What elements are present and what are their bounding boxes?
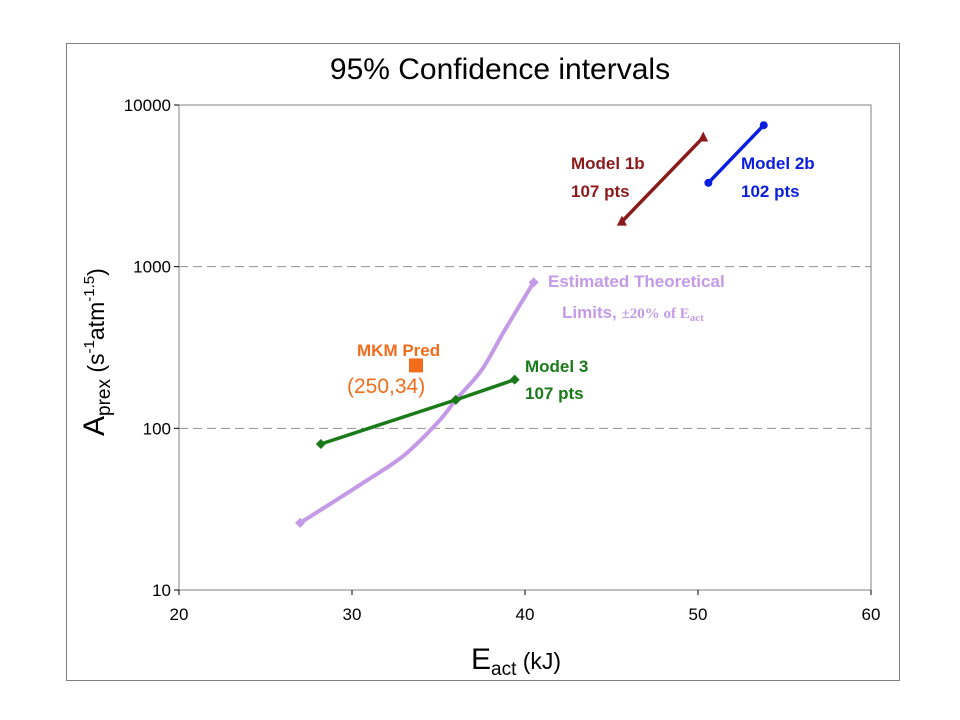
y-axis-label-main: A: [78, 416, 111, 436]
y-axis-label-mid: atm: [83, 302, 109, 340]
annotation-model-3: Model 3 107 pts: [525, 357, 588, 403]
x-tick-label-40: 40: [516, 605, 535, 624]
x-axis-label-sub: act: [491, 659, 517, 680]
annotation-model-3-line2: 107 pts: [525, 384, 584, 403]
series-line-estimated-theoretical-limits: [298, 280, 536, 525]
data-point-model-3-0: [315, 439, 326, 450]
series-model-3: [315, 374, 520, 450]
data-point-model-2b-1: [759, 121, 768, 130]
annotation-model-1b-line1: Model 1b: [571, 154, 645, 173]
annotation-model-1b-line2: 107 pts: [571, 182, 630, 201]
annotation-theory-line1: Estimated Theoretical: [548, 272, 725, 291]
annotation-model-2b-line2: 102 pts: [741, 182, 800, 201]
annotation-theory-limits: Limits,: [562, 303, 622, 322]
y-axis-label: Aprex (s-1atm-1.5): [78, 268, 115, 436]
series-layer: [295, 121, 768, 528]
annotation-model-1b: Model 1b 107 pts: [571, 154, 645, 201]
x-axis-label-unit: (kJ): [516, 648, 561, 674]
x-axis-label: Eact (kJ): [471, 643, 561, 680]
y-axis-label-close: ): [83, 268, 109, 276]
annotation-theory-line2: Limits, ±20% of Eact: [562, 303, 704, 324]
chart-title: 95% Confidence intervals: [330, 53, 670, 86]
series-model-1b: [616, 131, 709, 226]
data-point-estimated-theoretical-limits-0: [295, 517, 306, 528]
axis-ticks: 10 100 1000 10000 20 30 40 50 60: [124, 96, 881, 624]
annotation-mkm-line1: MKM Pred: [357, 341, 440, 360]
data-point-model-2b-0: [704, 178, 713, 187]
annotation-theory-pct: ±20% of E: [622, 306, 690, 322]
data-point-estimated-theoretical-limits-7: [528, 277, 539, 288]
x-tick-label-20: 20: [170, 605, 189, 624]
annotation-model-3-line1: Model 3: [525, 357, 588, 376]
x-tick-label-60: 60: [862, 605, 881, 624]
series-line-model-1b: [620, 136, 705, 223]
annotation-model-2b: Model 2b 102 pts: [741, 154, 815, 201]
data-point-model-3-1: [450, 394, 461, 405]
y-axis-label-sup1: -1: [81, 340, 98, 353]
data-point-model-1b-0: [616, 215, 627, 226]
series-line-model-2b: [707, 123, 766, 185]
data-point-mkm-pred: [409, 358, 424, 373]
x-tick-label-50: 50: [689, 605, 708, 624]
plot-area: [178, 104, 872, 591]
annotation-theory-sub: act: [690, 312, 704, 324]
y-tick-label-10: 10: [152, 581, 171, 600]
data-point-model-3-2: [509, 374, 520, 385]
x-axis-label-main: E: [471, 643, 491, 676]
y-axis-label-open: (s: [83, 353, 109, 379]
x-tick-label-30: 30: [343, 605, 362, 624]
annotation-model-2b-line1: Model 2b: [741, 154, 815, 173]
grid-lines: [179, 266, 871, 429]
y-tick-label-100: 100: [143, 419, 171, 438]
annotation-mkm: MKM Pred (250,34): [347, 341, 440, 398]
y-tick-label-1000: 1000: [133, 258, 171, 277]
annotation-theory: Estimated Theoretical Limits, ±20% of Ea…: [548, 272, 725, 324]
y-axis-label-sub: prex: [94, 379, 115, 416]
series-model-2b: [704, 121, 768, 187]
y-tick-label-10000: 10000: [124, 96, 171, 115]
y-axis-label-sup2: -1.5: [81, 276, 98, 302]
annotation-mkm-line2: (250,34): [347, 375, 425, 398]
data-point-model-1b-1: [698, 131, 709, 142]
